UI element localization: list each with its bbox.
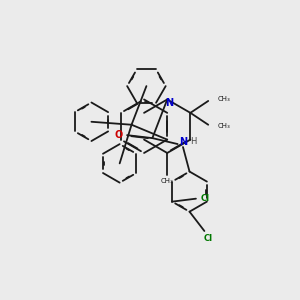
Text: N: N — [179, 137, 187, 147]
Text: H: H — [190, 137, 196, 146]
Text: CH₃: CH₃ — [217, 123, 230, 129]
Text: Cl: Cl — [200, 194, 209, 203]
Text: CH₃: CH₃ — [161, 178, 174, 184]
Text: N: N — [165, 98, 173, 108]
Text: Cl: Cl — [203, 234, 212, 243]
Text: O: O — [115, 130, 123, 140]
Text: CH₃: CH₃ — [217, 97, 230, 103]
